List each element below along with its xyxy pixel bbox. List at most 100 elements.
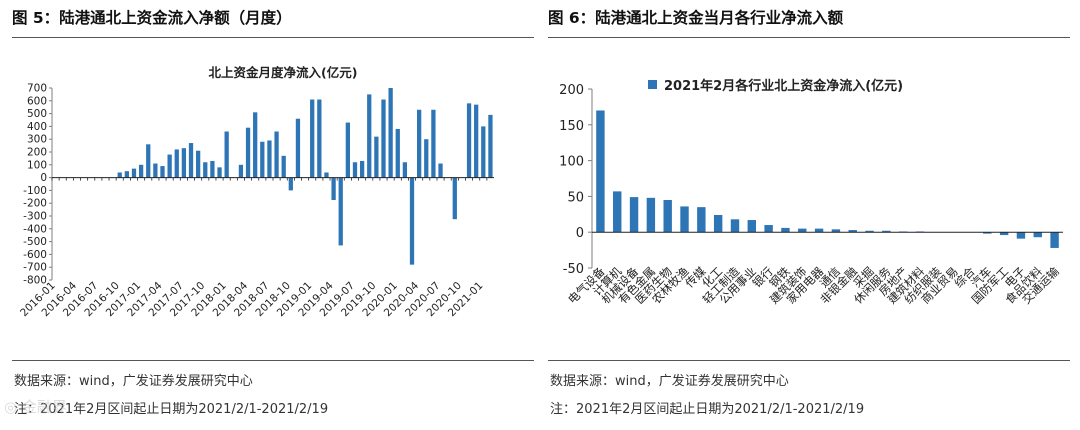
bar-汽车 bbox=[983, 232, 992, 234]
y-tick-label: 0 bbox=[40, 172, 47, 184]
bar-有色金属 bbox=[646, 197, 656, 233]
y-tick-label: 200 bbox=[27, 147, 47, 159]
right-panel: 图 6：陆港通北上资金当月各行业净流入额 2021年2月各行业北上资金净流入(亿… bbox=[548, 0, 1070, 430]
bar-交通运输 bbox=[1050, 232, 1059, 248]
bar-2020-12 bbox=[474, 104, 479, 178]
bar-2019-11 bbox=[381, 99, 386, 178]
bar-2020-11 bbox=[466, 103, 472, 178]
bar-2016-10 bbox=[117, 172, 122, 178]
bar-2019-04 bbox=[331, 177, 336, 200]
left-panel: 图 5：陆港通北上资金流入净额（月度） 北上资金月度净流入(亿元) 700 600 5… bbox=[12, 0, 534, 430]
bar-2018-05 bbox=[253, 112, 258, 178]
industry-inflow-chart: 2021年2月各行业北上资金净流入(亿元)200150100500-50电气设备… bbox=[559, 78, 1063, 307]
bar-2021-02 bbox=[488, 114, 493, 178]
bar-2017-12 bbox=[217, 167, 222, 178]
monthly-inflow-chart: 北上资金月度净流入(亿元)7006005004003002001000-100-… bbox=[18, 65, 494, 319]
source-text: 数据来源：wind，广发证券发展研究中心 bbox=[550, 374, 789, 389]
bar-2020-01 bbox=[395, 128, 400, 178]
y-tick-label: 400 bbox=[27, 121, 47, 133]
legend-swatch bbox=[648, 80, 657, 89]
y-tick-label: 500 bbox=[27, 108, 47, 120]
top-rule bbox=[12, 37, 534, 38]
y-tick-label: 100 bbox=[559, 155, 584, 170]
bar-2019-08 bbox=[359, 160, 365, 178]
bar-2019-05 bbox=[338, 177, 343, 246]
y-tick-label: 50 bbox=[567, 190, 584, 205]
bar-农林牧渔 bbox=[680, 206, 689, 233]
bar-2017-06 bbox=[174, 149, 179, 178]
bar-2018-08 bbox=[274, 131, 279, 178]
bar-公用事业 bbox=[747, 220, 757, 233]
y-tick-label: -200 bbox=[23, 198, 47, 210]
bar-银行 bbox=[764, 225, 773, 233]
y-tick-label: 300 bbox=[27, 134, 47, 146]
bar-2018-09 bbox=[281, 155, 286, 178]
bar-休闲服务 bbox=[882, 230, 891, 233]
bar-电气设备 bbox=[596, 110, 605, 233]
y-tick-label: 200 bbox=[559, 83, 584, 98]
figure-6-title: 图 6：陆港通北上资金当月各行业净流入额 bbox=[548, 9, 844, 27]
bar-2017-01 bbox=[138, 164, 144, 178]
bar-2018-03 bbox=[238, 164, 244, 178]
bar-机械设备 bbox=[629, 197, 639, 233]
y-tick-label: 0 bbox=[576, 226, 584, 241]
bar-2020-04 bbox=[417, 109, 422, 178]
y-tick-label: -500 bbox=[23, 236, 47, 248]
y-tick-label: 100 bbox=[27, 159, 47, 171]
bar-钢铁 bbox=[781, 227, 790, 233]
bar-2020-06 bbox=[431, 109, 436, 178]
bar-2017-08 bbox=[188, 143, 194, 178]
bar-2019-02 bbox=[317, 99, 322, 178]
bar-通信 bbox=[831, 229, 841, 233]
bar-2017-07 bbox=[181, 148, 187, 178]
bar-2017-02 bbox=[146, 144, 151, 178]
bar-2020-03 bbox=[409, 177, 415, 265]
y-tick-label: 150 bbox=[559, 119, 584, 134]
bar-2017-05 bbox=[167, 154, 172, 178]
bar-非银金融 bbox=[848, 230, 857, 233]
bar-国防军工 bbox=[999, 232, 1009, 236]
bar-2017-09 bbox=[196, 150, 201, 178]
legend-label: 2021年2月各行业北上资金净流入(亿元) bbox=[664, 78, 903, 94]
source-text: 数据来源：wind，广发证券发展研究中心 bbox=[14, 374, 253, 389]
bar-2017-10 bbox=[203, 162, 208, 178]
bar-2018-06 bbox=[260, 141, 265, 178]
bar-2019-12 bbox=[388, 88, 393, 178]
bar-计算机 bbox=[613, 191, 622, 233]
y-tick-label: -600 bbox=[23, 249, 47, 261]
bar-2020-07 bbox=[438, 163, 443, 178]
bar-2018-07 bbox=[267, 140, 272, 178]
y-tick-label: -700 bbox=[23, 262, 47, 274]
y-tick-label: 600 bbox=[27, 95, 47, 107]
y-tick-label: 700 bbox=[27, 83, 47, 95]
bar-2019-07 bbox=[352, 162, 358, 178]
bar-2018-10 bbox=[288, 177, 293, 191]
bar-2018-11 bbox=[295, 118, 301, 178]
bar-2019-03 bbox=[324, 172, 329, 178]
y-tick-label: -400 bbox=[23, 223, 47, 235]
bar-2019-10 bbox=[374, 136, 379, 178]
y-tick-label: -300 bbox=[23, 211, 47, 223]
bar-食品饮料 bbox=[1033, 232, 1042, 238]
bar-2020-05 bbox=[424, 139, 429, 178]
bottom-rule bbox=[548, 360, 1070, 361]
top-rule bbox=[548, 37, 1070, 38]
chart-title: 北上资金月度净流入(亿元) bbox=[209, 65, 358, 80]
bar-家用电器 bbox=[814, 228, 824, 233]
note-text: 注：2021年2月区间起止日期为2021/2/1-2021/2/19 bbox=[550, 402, 865, 417]
bar-采掘 bbox=[865, 230, 874, 233]
y-tick-label: -50 bbox=[563, 262, 584, 277]
bar-2016-12 bbox=[131, 168, 137, 178]
bar-电子 bbox=[1016, 232, 1026, 239]
bar-2019-09 bbox=[367, 94, 372, 178]
figure-5-title: 图 5：陆港通北上资金流入净额（月度） bbox=[12, 9, 292, 27]
bar-建筑装饰 bbox=[798, 228, 807, 233]
bar-轻工制造 bbox=[730, 219, 740, 233]
bar-2017-11 bbox=[210, 160, 215, 178]
bar-化工 bbox=[713, 215, 723, 233]
bar-2017-04 bbox=[160, 166, 165, 178]
bar-2018-04 bbox=[245, 127, 251, 178]
bar-2017-03 bbox=[153, 163, 158, 178]
y-tick-label: -100 bbox=[23, 185, 47, 197]
bar-2016-11 bbox=[124, 171, 129, 178]
